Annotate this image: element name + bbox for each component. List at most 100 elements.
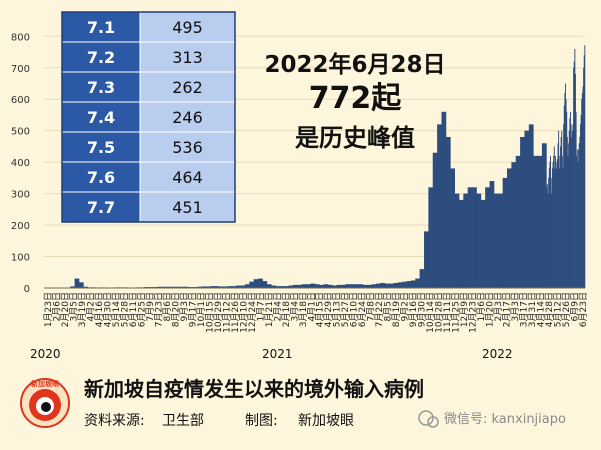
- bar-weekly: [267, 284, 272, 288]
- bar-weekly: [302, 284, 307, 288]
- maker-label: 制图:: [245, 413, 278, 429]
- bar-weekly: [415, 279, 420, 288]
- inset-date-text: 7.6: [87, 168, 115, 187]
- logo-eye-pupil: [41, 402, 51, 412]
- bar-weekly: [398, 282, 403, 288]
- bar-weekly: [411, 280, 416, 288]
- bar-weekly: [468, 187, 473, 288]
- y-tick-label: 300: [11, 190, 30, 201]
- bar-weekly: [490, 181, 495, 288]
- bar-weekly: [507, 168, 512, 288]
- bar-weekly: [494, 194, 499, 288]
- bar-weekly: [354, 284, 359, 288]
- bar-weekly: [433, 153, 438, 288]
- year-label: 2021: [262, 347, 293, 361]
- bar-weekly: [481, 200, 486, 288]
- bar-weekly: [538, 156, 543, 288]
- bar-weekly: [437, 124, 442, 288]
- bar-weekly: [324, 284, 329, 288]
- bar-weekly: [520, 137, 525, 288]
- y-tick-label: 0: [24, 284, 30, 295]
- inset-date-text: 7.5: [87, 138, 115, 157]
- bar-weekly: [389, 284, 394, 288]
- bar-weekly: [533, 156, 538, 288]
- x-axis: 1月23日2月6日2月20日3月5日3月19日4月2日4月16日4月30日5月1…: [43, 292, 589, 333]
- bar-weekly: [516, 156, 521, 288]
- y-tick-label: 400: [11, 158, 30, 169]
- inset-date-text: 7.2: [87, 48, 115, 67]
- maker-value: 新加坡眼: [298, 413, 354, 429]
- bar-weekly: [542, 143, 547, 288]
- bar-weekly: [306, 284, 311, 288]
- source-label: 资料来源:: [84, 413, 145, 429]
- year-label: 2022: [482, 347, 513, 361]
- inset-date-text: 7.7: [87, 198, 115, 217]
- bar-weekly: [75, 279, 80, 288]
- bar-daily: [584, 45, 585, 288]
- bar-weekly: [476, 194, 481, 288]
- annotation-peak-value: 772起: [309, 81, 403, 116]
- bar-weekly: [424, 231, 429, 288]
- inset-date-text: 7.4: [87, 108, 115, 127]
- y-tick-label: 100: [11, 253, 30, 264]
- bar-weekly: [407, 281, 412, 288]
- year-label: 2020: [30, 347, 61, 361]
- inset-value-text: 464: [172, 168, 203, 187]
- bar-weekly: [441, 112, 446, 288]
- bar-weekly: [455, 194, 460, 288]
- bar-weekly: [524, 131, 529, 288]
- y-tick-label: 700: [11, 64, 30, 75]
- bar-weekly: [345, 284, 350, 288]
- annotation-peak-note: 是历史峰值: [295, 124, 415, 152]
- inset-value-text: 313: [172, 48, 203, 67]
- source-value: 卫生部: [162, 413, 204, 429]
- bar-weekly: [529, 124, 534, 288]
- bar-weekly: [450, 168, 455, 288]
- logo: 新加坡眼: [21, 379, 69, 427]
- bar-weekly: [262, 281, 267, 288]
- inset-value-text: 451: [172, 198, 203, 217]
- bar-weekly: [385, 284, 390, 288]
- bar-weekly: [498, 194, 503, 288]
- inset-value-text: 536: [172, 138, 203, 157]
- inset-date-text: 7.1: [87, 18, 115, 37]
- bar-weekly: [372, 284, 377, 288]
- watermark-text: 微信号: kanxinjiapo: [444, 412, 566, 427]
- inset-value-text: 495: [172, 18, 203, 37]
- bar-weekly: [258, 279, 263, 288]
- inset-date-text: 7.3: [87, 78, 115, 97]
- bar-weekly: [249, 282, 254, 288]
- bar-weekly: [446, 137, 451, 288]
- chart-title: 新加坡自疫情发生以来的境外输入病例: [84, 377, 424, 401]
- y-tick-label: 800: [11, 32, 30, 43]
- bar-weekly: [393, 283, 398, 288]
- bar-weekly: [315, 284, 320, 288]
- inset-value-text: 262: [172, 78, 203, 97]
- bar-weekly: [245, 284, 250, 288]
- bar-weekly: [380, 283, 385, 288]
- bar-weekly: [485, 187, 490, 288]
- bar-weekly: [472, 187, 477, 288]
- bar-weekly: [428, 187, 433, 288]
- y-tick-label: 200: [11, 221, 30, 232]
- bar-weekly: [402, 282, 407, 288]
- logo-text: 新加坡眼: [31, 379, 59, 388]
- bar-weekly: [463, 194, 468, 288]
- bar-weekly: [254, 279, 259, 288]
- bar-weekly: [503, 178, 508, 288]
- bar-weekly: [420, 269, 425, 288]
- x-tick-label: 6月23日: [578, 292, 589, 327]
- y-tick-label: 500: [11, 127, 30, 138]
- bar-weekly: [310, 284, 315, 288]
- bar-weekly: [79, 282, 84, 288]
- bar-weekly: [358, 284, 363, 288]
- bar-weekly: [511, 162, 516, 288]
- bar-weekly: [350, 284, 355, 288]
- bar-weekly: [459, 200, 464, 288]
- annotation-date: 2022年6月28日: [264, 51, 445, 78]
- bar-weekly: [376, 284, 381, 288]
